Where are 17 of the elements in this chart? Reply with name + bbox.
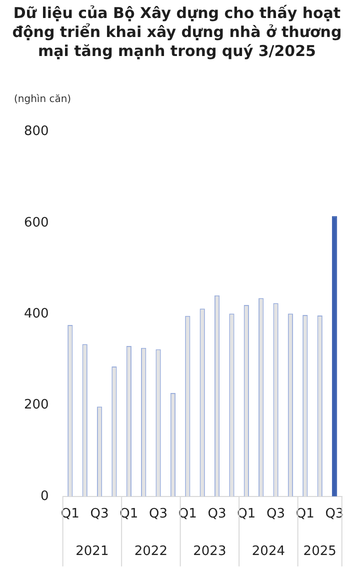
y-tick-label: 400 [24,306,49,322]
text: 2024 [252,544,285,559]
text: 2025 [303,544,336,559]
x-tick-label: Q3 [90,506,109,522]
text: 2023 [193,544,226,559]
y-axis-title: (nghìn căn) [14,94,72,105]
y-tick-label: 200 [24,398,49,413]
bar [332,216,338,496]
text: 2021 [76,544,109,559]
x-tick-label: Q3 [208,506,226,522]
y-tick-label: 0 [40,488,49,504]
x-tick-label: Q3 [149,506,168,522]
chart-title: Dữ liệu của Bộ Xây dựng cho thấy hoạt động triển khai xây dựng nhà ở thương mại tăng mạnh trong quý 3/2025 [11,4,343,61]
y-tick-label: 800 [24,124,49,140]
x-tick-label: Q3 [266,506,286,522]
text: 2022 [134,544,168,559]
y-tick-label: 600 [24,215,49,230]
